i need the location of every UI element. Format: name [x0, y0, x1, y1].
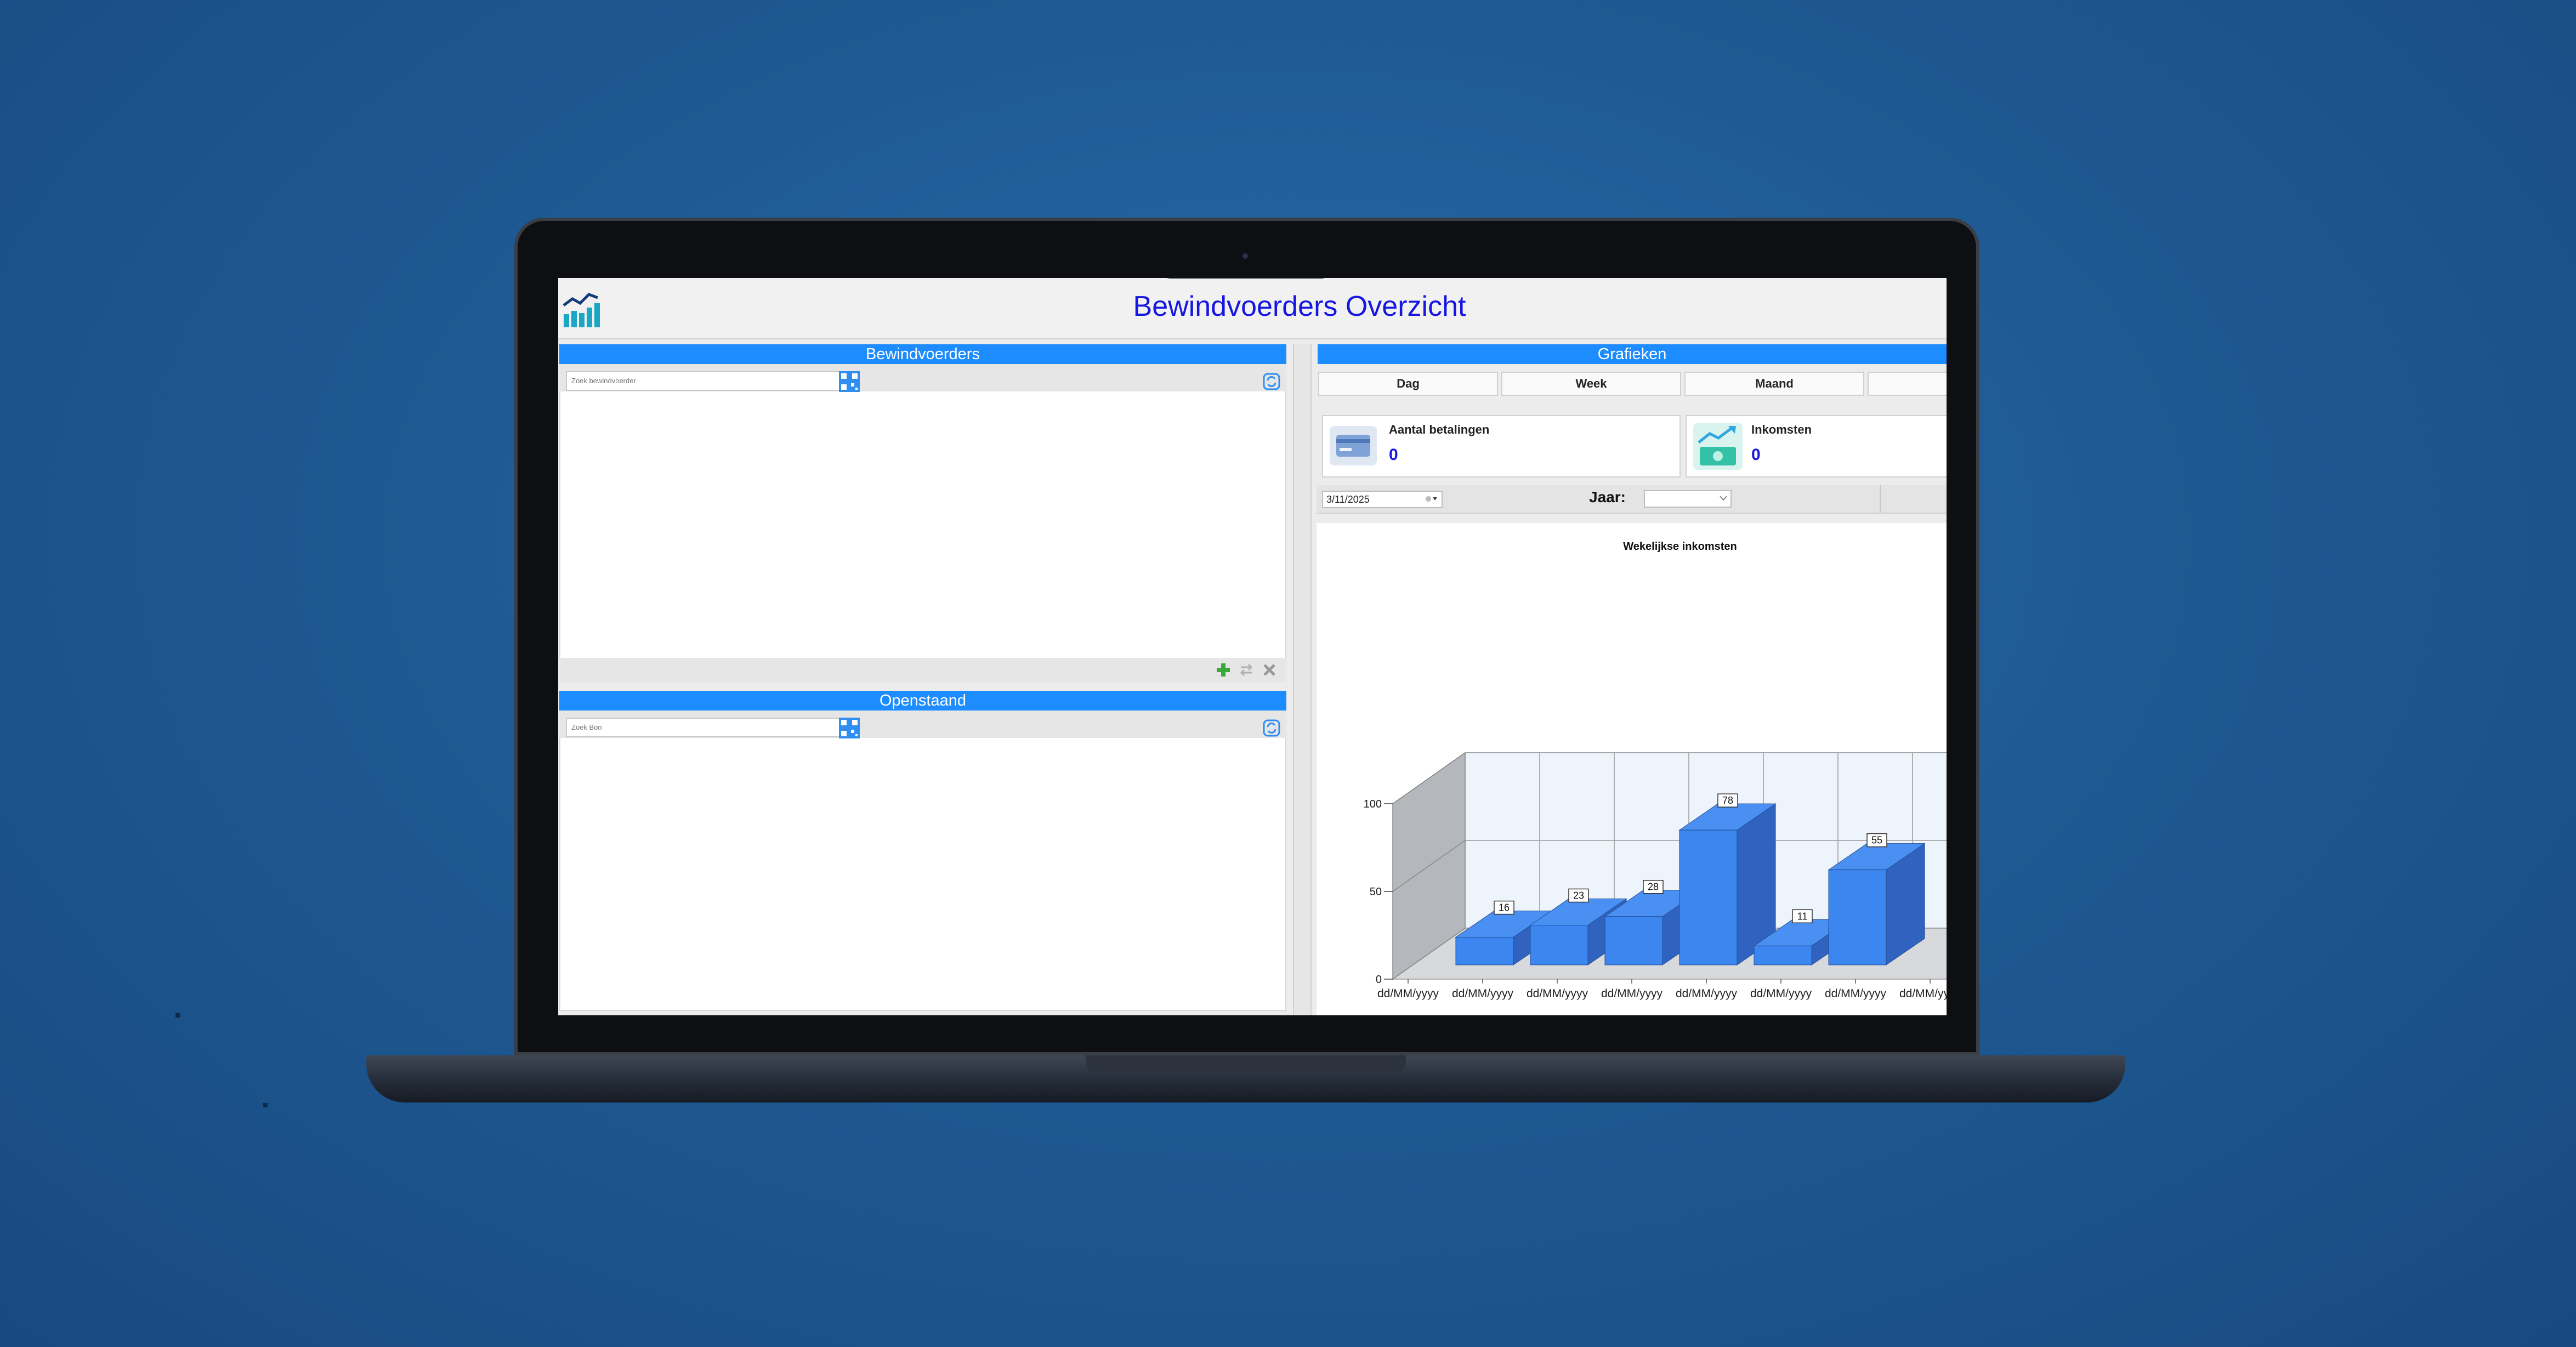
tab-dag[interactable]: Dag: [1318, 372, 1498, 396]
date-picker[interactable]: 3/11/2025: [1322, 491, 1443, 508]
card-title: Inkomsten: [1751, 423, 1812, 436]
tab-week[interactable]: Week: [1501, 372, 1681, 396]
panel-header: Grafieken: [1318, 344, 1947, 364]
data-label-box: [1717, 793, 1738, 808]
x-tick-label: dd/MM/yyyy: [1899, 987, 1947, 1000]
panel-header: Bewindvoerders: [559, 344, 1286, 364]
splitter[interactable]: [1293, 344, 1312, 1015]
credit-card-icon: [1330, 426, 1377, 465]
search-input[interactable]: [566, 718, 840, 737]
gridline: [1392, 840, 1466, 892]
camera-notch: [1160, 248, 1331, 279]
refresh-icon[interactable]: [1262, 719, 1281, 737]
data-label-box: [1792, 909, 1813, 924]
laptop-base: [366, 1055, 2125, 1102]
x-tick-label: dd/MM/yyyy: [1750, 987, 1812, 1000]
divider: [1880, 485, 1881, 513]
refresh-icon[interactable]: [1262, 372, 1281, 391]
lid-opening: [1086, 1055, 1406, 1075]
x-tick-label: dd/MM/yyyy: [1676, 987, 1738, 1000]
app-window: Bewindvoerders Overzicht Bewindvoerders …: [558, 278, 1947, 1015]
page-title: Bewindvoerders Overzicht: [1133, 291, 1466, 322]
data-label-box: [1568, 888, 1589, 903]
card-value: 0: [1751, 446, 1761, 464]
qr-scan-icon[interactable]: [839, 718, 860, 738]
stat-card-inkomsten: Inkomsten 0: [1686, 415, 1947, 478]
swap-icon[interactable]: [1238, 662, 1255, 678]
weekly-income-chart: Wekelijkse inkomsten 0 50 100 16 23 28 78 11 55 d…: [1364, 541, 1947, 1000]
data-label: 55: [1871, 835, 1882, 846]
data-label: 11: [1797, 911, 1808, 922]
money-chart-icon: [1693, 423, 1743, 470]
y-tick-label: 50: [1370, 886, 1382, 898]
qr-scan-icon[interactable]: [839, 371, 860, 392]
data-label-box: [1494, 900, 1514, 915]
card-title: Aantal betalingen: [1389, 423, 1490, 436]
bewindvoerders-panel: [559, 344, 1286, 675]
x-tick-label: dd/MM/yyyy: [1377, 987, 1439, 1000]
action-toolbar: [559, 658, 1286, 682]
app-header: Bewindvoerders Overzicht: [558, 278, 1947, 339]
bar: [1828, 869, 1887, 965]
year-select[interactable]: [1644, 490, 1732, 508]
dot: [263, 1103, 268, 1107]
gridline: [1392, 928, 1466, 980]
data-label: 78: [1722, 795, 1733, 806]
data-label-box: [1643, 879, 1664, 894]
chart-title: Wekelijkse inkomsten: [1623, 541, 1737, 553]
chevron-down-icon: [1720, 496, 1727, 501]
bar: [1604, 916, 1663, 965]
bar: [1455, 937, 1514, 965]
period-tabs: Dag Week Maand J: [1318, 372, 1947, 396]
bar: [1754, 945, 1812, 965]
data-label: 16: [1499, 902, 1510, 913]
chart-panel: Wekelijkse inkomsten 0 50 100 16 23 28 78 11 55 d…: [1317, 523, 1947, 1015]
openstaand-panel: [559, 691, 1286, 1011]
year-label: Jaar:: [1589, 488, 1626, 505]
stat-card-betalingen: Aantal betalingen 0: [1322, 415, 1681, 478]
filter-bar: 3/11/2025 Jaar:: [1317, 485, 1947, 514]
gridline: [1392, 752, 1466, 804]
card-value: 0: [1389, 446, 1398, 464]
data-label: 23: [1573, 890, 1584, 901]
x-tick-label: dd/MM/yyyy: [1527, 987, 1588, 1000]
chevron-down-icon[interactable]: [1425, 493, 1438, 505]
x-tick-label: dd/MM/yyyy: [1825, 987, 1887, 1000]
add-icon[interactable]: [1215, 662, 1232, 678]
chart-logo-icon: [563, 293, 600, 327]
data-label-box: [1866, 833, 1887, 848]
search-input[interactable]: [566, 371, 840, 391]
x-tick-label: dd/MM/yyyy: [1452, 987, 1514, 1000]
x-tick-label: dd/MM/yyyy: [1601, 987, 1663, 1000]
camera-icon: [1242, 253, 1248, 259]
bar: [1679, 829, 1738, 965]
y-tick-label: 0: [1376, 974, 1382, 986]
data-label: 28: [1648, 882, 1659, 893]
panel-header: Openstaand: [559, 691, 1286, 711]
bar: [1530, 925, 1588, 965]
delete-icon[interactable]: [1261, 662, 1278, 678]
y-tick-label: 100: [1364, 798, 1382, 810]
dot: [175, 1013, 180, 1018]
tab-jaar[interactable]: J: [1868, 372, 1947, 396]
tab-maand[interactable]: Maand: [1684, 372, 1864, 396]
